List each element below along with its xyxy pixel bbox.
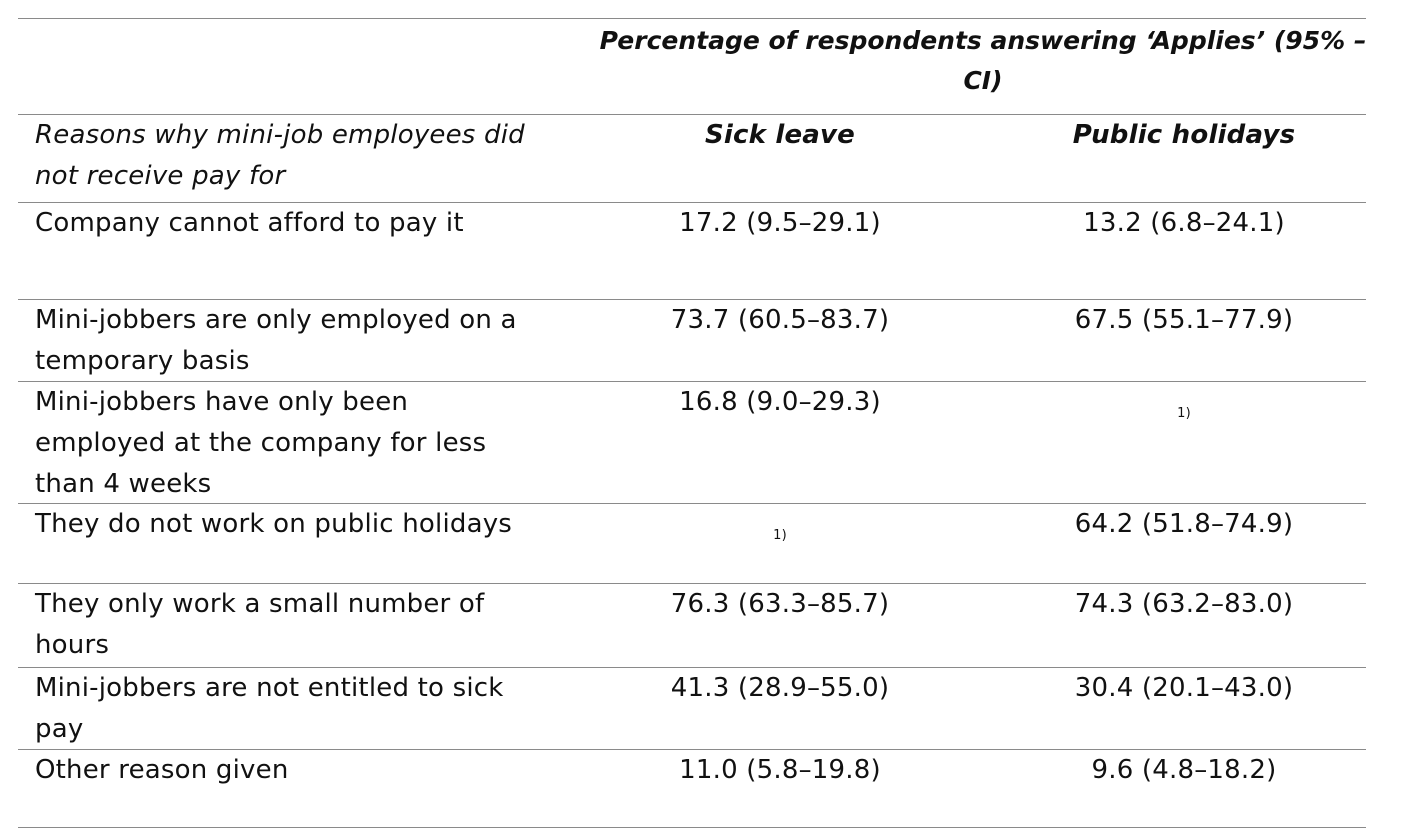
cell-public-holidays: 30.4 (20.1–43.0) — [1074, 673, 1294, 703]
cell-sick-leave: 76.3 (63.3–85.7) — [670, 589, 890, 619]
row-reason: Mini-jobbers have only been employed at … — [35, 387, 487, 499]
table-row: They only work a small number of hours 7… — [18, 583, 1366, 667]
cell-sick-leave: 16.8 (9.0–29.3) — [679, 387, 881, 417]
cell-sick-leave: 73.7 (60.5–83.7) — [670, 305, 890, 335]
cell-sick-leave: 17.2 (9.5–29.1) — [679, 208, 881, 238]
cell-public-holidays: 13.2 (6.8–24.1) — [1083, 208, 1285, 238]
row-reason: Mini-jobbers are not entitled to sick pa… — [35, 673, 504, 744]
results-table: Percentage of respondents answering ‘App… — [18, 18, 1366, 828]
row-reason: Other reason given — [35, 755, 289, 785]
group-header: Percentage of respondents answering ‘App… — [583, 21, 1383, 101]
cell-public-holidays: 1) — [982, 382, 1386, 423]
row-reason: Mini-jobbers are only employed on a temp… — [35, 305, 517, 376]
row-reason: They only work a small number of hours — [35, 589, 485, 660]
footnote-marker: 1) — [773, 528, 787, 543]
row-label-header: Reasons why mini-job employees did not r… — [35, 120, 525, 191]
column-header-row: Reasons why mini-job employees did not r… — [18, 114, 1366, 202]
table-row: Company cannot afford to pay it 17.2 (9.… — [18, 202, 1366, 299]
cell-public-holidays: 67.5 (55.1–77.9) — [1074, 305, 1294, 335]
table-row: They do not work on public holidays 1) 6… — [18, 503, 1366, 583]
column-header-public-holidays: Public holidays — [1072, 120, 1296, 150]
row-reason: They do not work on public holidays — [35, 509, 513, 539]
cell-sick-leave: 11.0 (5.8–19.8) — [679, 755, 881, 785]
table-row: Mini-jobbers are not entitled to sick pa… — [18, 667, 1366, 749]
table-row: Mini-jobbers are only employed on a temp… — [18, 299, 1366, 381]
cell-public-holidays: 64.2 (51.8–74.9) — [1074, 509, 1294, 539]
cell-public-holidays: 74.3 (63.2–83.0) — [1074, 589, 1294, 619]
table-row: Other reason given 11.0 (5.8–19.8) 9.6 (… — [18, 749, 1366, 828]
group-header-text: Percentage of respondents answering ‘App… — [599, 26, 1367, 95]
row-reason: Company cannot afford to pay it — [35, 208, 464, 238]
group-header-row: Percentage of respondents answering ‘App… — [18, 18, 1366, 114]
cell-sick-leave: 41.3 (28.9–55.0) — [670, 673, 890, 703]
cell-sick-leave: 1) — [578, 504, 982, 545]
cell-public-holidays: 9.6 (4.8–18.2) — [1091, 755, 1277, 785]
footnote-marker: 1) — [1177, 406, 1191, 421]
column-header-sick-leave: Sick leave — [704, 120, 856, 150]
table-row: Mini-jobbers have only been employed at … — [18, 381, 1366, 503]
